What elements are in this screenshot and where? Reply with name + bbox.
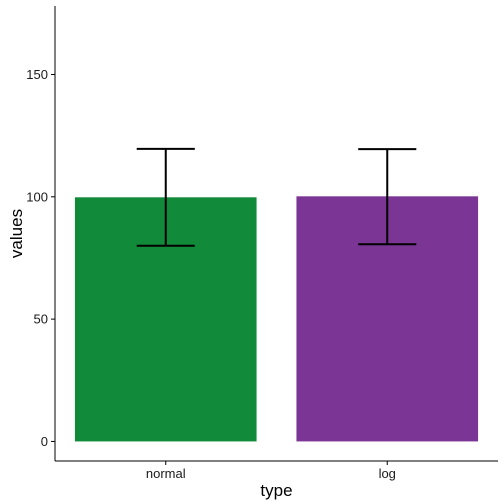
x-axis-title: type bbox=[260, 481, 292, 500]
x-ticks: normal log bbox=[146, 461, 396, 481]
y-tick-label-150: 150 bbox=[26, 67, 48, 82]
y-axis-title: values bbox=[7, 209, 26, 258]
error-bars-layer bbox=[136, 147, 417, 247]
y-tick-label-100: 100 bbox=[26, 189, 48, 204]
x-tick-label-normal: normal bbox=[146, 466, 186, 481]
bars-layer bbox=[74, 196, 479, 442]
x-tick-label-log: log bbox=[379, 466, 396, 481]
y-tick-label-50: 50 bbox=[34, 312, 48, 327]
y-tick-label-0: 0 bbox=[41, 434, 48, 449]
y-ticks: 0 50 100 150 bbox=[26, 67, 55, 449]
